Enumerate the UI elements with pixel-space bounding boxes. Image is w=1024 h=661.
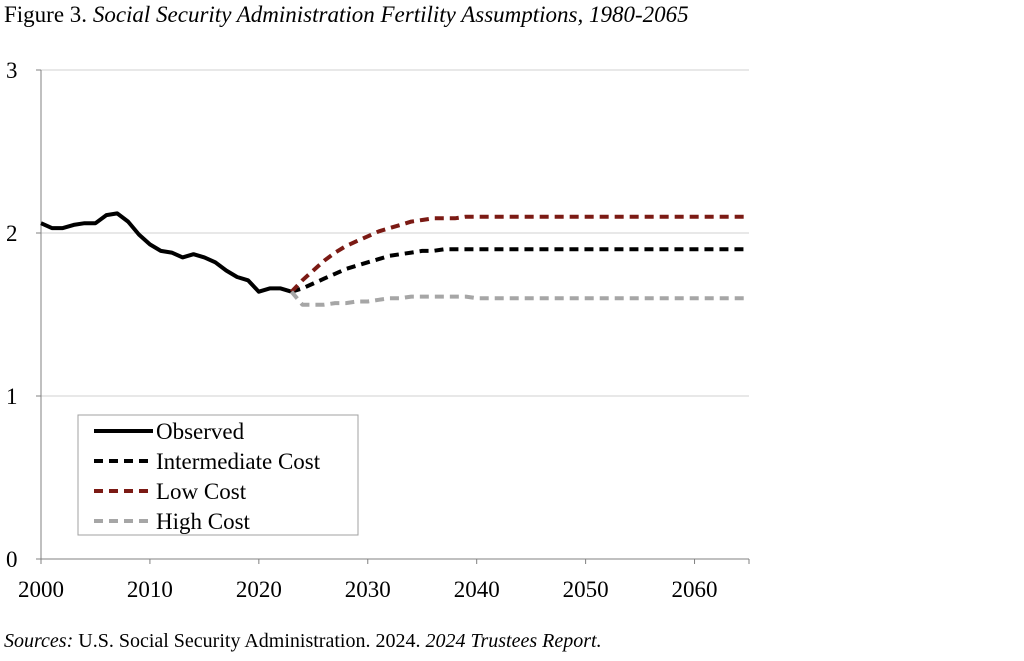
series-line-high-cost — [289, 290, 749, 307]
y-tick-label-0: 0 — [6, 547, 18, 572]
legend-label-intermediate-cost: Intermediate Cost — [156, 449, 321, 474]
source-text: U.S. Social Security Administration. 202… — [78, 630, 421, 652]
x-tick-label-2040: 2040 — [454, 577, 500, 602]
x-tick-label-2010: 2010 — [127, 577, 173, 602]
legend: Observed Intermediate Cost Low Cost High Co… — [77, 414, 359, 536]
figure-label: Figure 3. — [4, 2, 88, 27]
x-tick-label-2000: 2000 — [18, 577, 64, 602]
legend-label-low-cost: Low Cost — [156, 479, 247, 504]
series-lines — [40, 211, 749, 307]
x-tick-label-2020: 2020 — [236, 577, 282, 602]
y-tick-label-3: 3 — [6, 58, 18, 83]
axes: 0 1 2 3 2000 2010 2020 2030 2040 2050 2060 — [6, 58, 750, 602]
legend-box — [77, 414, 359, 536]
source-report: 2024 Trustees Report. — [425, 630, 602, 652]
source-note: Sources: U.S. Social Security Administra… — [4, 630, 602, 653]
figure-title: Figure 3. Social Security Administration… — [4, 2, 689, 28]
legend-label-high-cost: High Cost — [156, 509, 251, 534]
x-tick-label-2030: 2030 — [345, 577, 391, 602]
y-tick-label-2: 2 — [6, 221, 18, 246]
y-tick-label-1: 1 — [6, 384, 18, 409]
gridlines — [41, 69, 749, 397]
x-tick-label-2060: 2060 — [672, 577, 718, 602]
legend-label-observed: Observed — [156, 419, 245, 444]
series-line-intermediate-cost — [290, 247, 749, 294]
series-line-observed — [40, 211, 293, 294]
series-line-low-cost — [290, 214, 749, 294]
figure-title-text: Social Security Administration Fertility… — [92, 2, 689, 27]
source-prefix: Sources: — [4, 630, 74, 652]
x-tick-label-2050: 2050 — [563, 577, 609, 602]
